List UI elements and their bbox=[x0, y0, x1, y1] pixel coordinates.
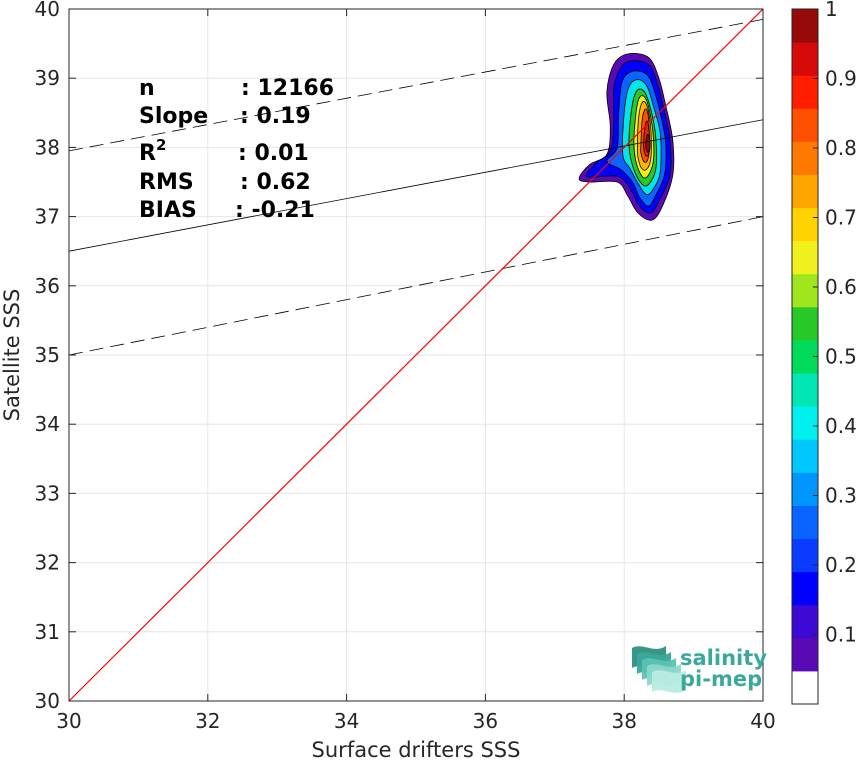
grid bbox=[68, 8, 764, 702]
colorbar-tick-label: 0.3 bbox=[825, 484, 857, 508]
x-tick-label: 38 bbox=[611, 709, 636, 733]
x-axis-label: Surface drifters SSS bbox=[312, 738, 521, 762]
stats-box: n : 12166 Slope : 0.19 R2 : 0.01 RMS : 0.62 BIAS… bbox=[139, 76, 334, 223]
lower-bound-line bbox=[68, 216, 764, 356]
y-tick-label: 30 bbox=[35, 689, 60, 713]
x-tick-label: 36 bbox=[473, 709, 498, 733]
y-tick-label: 37 bbox=[35, 205, 60, 229]
colorbar: 0.1 0.2 0.3 0.4 0.5 0.6 0.7 0.8 0.9 1 bbox=[791, 0, 857, 705]
y-tick-label: 31 bbox=[35, 620, 60, 644]
stat-value: : 12166 bbox=[241, 76, 334, 101]
colorbar-band bbox=[792, 505, 818, 540]
colorbar-band bbox=[792, 439, 818, 473]
colorbar-tick-label: 0.4 bbox=[825, 414, 857, 438]
colorbar-band bbox=[792, 637, 818, 672]
colorbar-tick-label: 0.1 bbox=[825, 623, 857, 647]
y-tick-label: 38 bbox=[35, 135, 60, 159]
colorbar-band bbox=[792, 108, 818, 142]
stat-label: n bbox=[139, 76, 155, 101]
stat-label: R2 bbox=[139, 136, 166, 166]
y-tick-label: 32 bbox=[35, 551, 60, 575]
colorbar-band bbox=[792, 472, 818, 506]
colorbar-tick-label: 0.9 bbox=[825, 67, 857, 91]
colorbar-band bbox=[792, 604, 818, 639]
density-contours bbox=[578, 53, 675, 221]
colorbar-band bbox=[792, 670, 818, 705]
colorbar-band bbox=[792, 538, 818, 573]
y-tick-label: 35 bbox=[35, 343, 60, 367]
x-tick-label: 32 bbox=[195, 709, 220, 733]
y-tick-label: 39 bbox=[35, 66, 60, 90]
stat-value: : 0.01 bbox=[238, 141, 309, 166]
x-tick-label: 34 bbox=[334, 709, 359, 733]
colorbar-band bbox=[792, 141, 818, 175]
colorbar-band bbox=[792, 373, 818, 407]
colorbar-tick-label: 0.5 bbox=[825, 345, 857, 369]
colorbar-band bbox=[792, 571, 818, 606]
colorbar-tick-label: 0.8 bbox=[825, 136, 857, 160]
colorbar-band bbox=[792, 273, 818, 308]
logo-line2: pi-mep bbox=[680, 667, 762, 691]
colorbar-band bbox=[792, 75, 818, 109]
x-tick-label: 30 bbox=[56, 709, 81, 733]
colorbar-band bbox=[792, 406, 818, 440]
y-tick-label: 40 bbox=[35, 0, 60, 21]
regression-line bbox=[68, 119, 764, 252]
axis-ticks: 30 32 34 36 38 40 30 31 32 33 34 35 36 37 38 39 40 bbox=[35, 0, 776, 733]
colorbar-band bbox=[792, 42, 818, 76]
colorbar-band bbox=[792, 306, 818, 341]
stat-label: BIAS bbox=[139, 198, 197, 223]
colorbar-band bbox=[792, 207, 818, 242]
colorbar-band bbox=[792, 174, 818, 209]
colorbar-band bbox=[792, 9, 818, 43]
colorbar-tick-label: 1 bbox=[825, 0, 838, 21]
upper-bound-line bbox=[68, 18, 764, 152]
stat-value: : 0.19 bbox=[240, 104, 311, 129]
y-tick-label: 36 bbox=[35, 274, 60, 298]
stat-label-superscript: 2 bbox=[156, 136, 166, 154]
stat-value: : 0.62 bbox=[240, 170, 311, 195]
x-tick-label: 40 bbox=[750, 709, 775, 733]
logo-wave-mark bbox=[652, 670, 686, 693]
y-axis-label: Satellite SSS bbox=[0, 289, 24, 422]
density-contour-1 bbox=[645, 133, 651, 153]
colorbar-band bbox=[792, 240, 818, 275]
y-tick-label: 34 bbox=[35, 412, 60, 436]
fit-lines bbox=[68, 8, 764, 702]
colorbar-tick-label: 0.6 bbox=[825, 275, 857, 299]
stat-label: RMS bbox=[139, 170, 194, 195]
logo-line1: salinity bbox=[680, 646, 767, 670]
colorbar-tick-label: 0.7 bbox=[825, 206, 857, 230]
colorbar-tick-label: 0.2 bbox=[825, 553, 857, 577]
identity-line bbox=[68, 8, 764, 702]
stat-label: Slope bbox=[139, 104, 208, 129]
y-tick-label: 33 bbox=[35, 481, 60, 505]
stat-value: : -0.21 bbox=[235, 198, 315, 223]
